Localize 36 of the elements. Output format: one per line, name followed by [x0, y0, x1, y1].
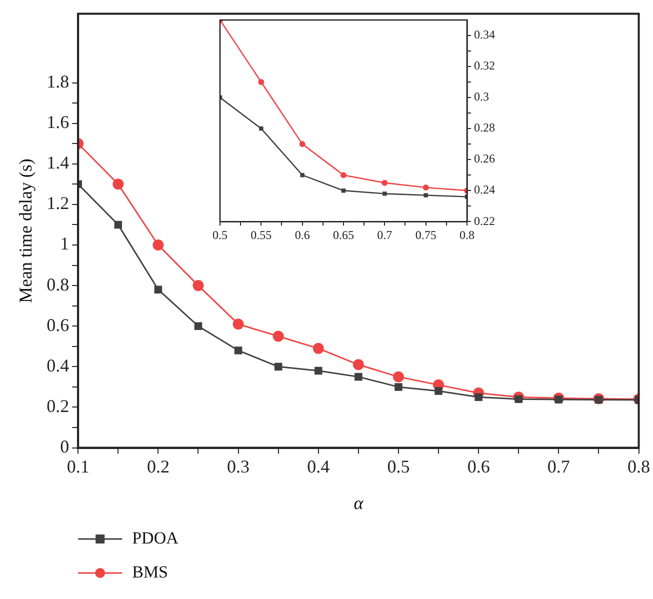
y2-tick-label: 0.26 — [474, 152, 495, 166]
x-tick-label: 0.5 — [212, 228, 228, 242]
legend-label: BMS — [132, 562, 168, 582]
x-tick-label: 0.2 — [146, 456, 170, 476]
y2-tick-label: 0.32 — [474, 58, 495, 73]
x-tick-label: 0.55 — [250, 228, 272, 242]
y2-tick-label: 0.34 — [474, 28, 495, 42]
x-tick-label: 0.7 — [377, 228, 392, 242]
x-tick-label: 0.4 — [307, 456, 330, 476]
x-tick-label: 0.1 — [66, 456, 90, 476]
y-tick-label: 0.6 — [46, 314, 70, 335]
x-tick-label: 0.65 — [333, 228, 354, 242]
x-axis-title: α — [354, 492, 364, 513]
x-tick-label: 0.3 — [227, 456, 250, 476]
y-tick-label: 1 — [60, 234, 70, 254]
x-tick-label: 0.5 — [387, 456, 410, 476]
y-axis-title: Mean time delay (s) — [16, 158, 36, 304]
x-tick-label: 0.6 — [294, 228, 310, 242]
y-tick-label: 0.8 — [46, 274, 70, 294]
y2-tick-label: 0.28 — [474, 120, 495, 135]
y-tick-label: 0.4 — [46, 355, 70, 376]
x-tick-label: 0.8 — [628, 456, 650, 476]
y-tick-label: 1.4 — [46, 152, 70, 173]
legend-label: PDOA — [132, 528, 180, 548]
y-tick-label: 0.2 — [46, 396, 70, 416]
y2-tick-label: 0.3 — [474, 90, 489, 104]
y-tick-label: 1.8 — [46, 71, 70, 92]
y-tick-label: 1.6 — [46, 112, 70, 132]
x-tick-label: 0.75 — [415, 228, 436, 242]
y-tick-label: 0 — [60, 436, 70, 457]
x-tick-label: 0.7 — [547, 456, 570, 476]
x-tick-label: 0.8 — [460, 228, 474, 242]
x-tick-label: 0.6 — [467, 456, 490, 476]
y-tick-label: 1.2 — [46, 193, 70, 214]
y2-tick-label: 0.24 — [474, 182, 495, 197]
y2-tick-label: 0.22 — [474, 214, 495, 228]
